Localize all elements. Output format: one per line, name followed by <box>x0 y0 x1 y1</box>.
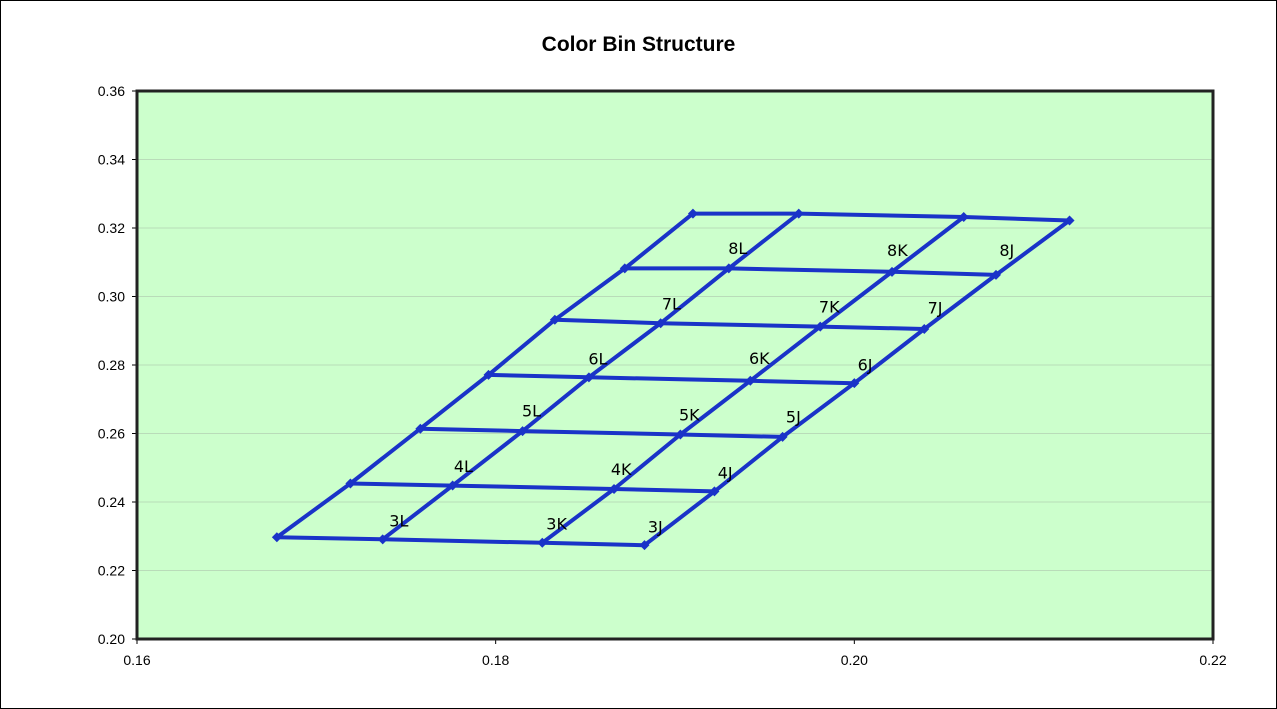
y-tick-label: 0.36 <box>98 83 125 99</box>
x-tick-label: 0.22 <box>1199 652 1226 668</box>
vertex-marker <box>991 269 1002 280</box>
plot-border <box>135 89 1215 641</box>
vertex-marker <box>483 369 494 380</box>
vertex-marker <box>345 478 356 489</box>
vertex-marker <box>415 423 426 434</box>
vertex-marker <box>655 318 666 329</box>
vertex-marker <box>619 263 630 274</box>
vertex-marker <box>919 324 930 335</box>
x-tick-label: 0.16 <box>123 652 150 668</box>
vertex-marker <box>1064 215 1075 226</box>
y-tick-label: 0.34 <box>98 152 125 168</box>
bin-label: 8K <box>887 241 908 260</box>
vertex-marker <box>675 429 686 440</box>
bin-label: 8J <box>999 241 1014 260</box>
vertex-marker <box>639 540 650 551</box>
vertex-marker <box>549 314 560 325</box>
bin-label: 4L <box>454 457 473 476</box>
bin-label: 5L <box>522 402 541 421</box>
bin-label: 7K <box>819 297 840 316</box>
bin-label: 3J <box>648 517 663 536</box>
bin-label: 6L <box>588 349 607 368</box>
bin-boundary-row <box>692 211 1070 223</box>
bin-boundary-row <box>276 535 645 548</box>
y-tick-label: 0.28 <box>98 357 125 373</box>
bin-label: 3L <box>389 511 408 530</box>
bin-label: 5J <box>786 408 801 427</box>
bin-label: 7J <box>928 298 943 317</box>
vertex-marker <box>793 208 804 219</box>
vertex-marker <box>723 263 734 274</box>
bin-boundary-row <box>488 372 855 386</box>
x-tick-label: 0.20 <box>841 652 868 668</box>
vertex-marker <box>377 534 388 545</box>
vertex-marker <box>777 431 788 442</box>
vertex-marker <box>583 372 594 383</box>
vertex-marker <box>745 375 756 386</box>
bin-boundary-row <box>350 481 715 494</box>
y-tick-label: 0.22 <box>98 563 125 579</box>
vertex-marker <box>687 208 698 219</box>
vertex-marker <box>609 483 620 494</box>
vertex-marker <box>447 480 458 491</box>
vertex-marker <box>517 426 528 437</box>
vertex-marker <box>849 378 860 389</box>
bin-label: 8L <box>728 239 747 258</box>
bin-label: 4K <box>611 460 632 479</box>
y-tick-label: 0.20 <box>98 631 125 647</box>
bin-label: 6J <box>858 356 873 375</box>
bin-boundary-row <box>624 266 997 277</box>
y-tick-label: 0.30 <box>98 289 125 305</box>
vertex-marker <box>815 321 826 332</box>
y-tick-label: 0.24 <box>98 494 125 510</box>
bin-label: 5K <box>679 406 700 425</box>
x-tick-label: 0.18 <box>482 652 509 668</box>
bin-boundary-row <box>554 317 925 331</box>
bin-boundary-row <box>420 426 783 439</box>
bin-label: 4J <box>718 464 733 483</box>
bin-label: 7L <box>662 295 681 314</box>
vertex-marker <box>537 537 548 548</box>
vertex-marker <box>958 212 969 223</box>
bin-label: 3K <box>546 515 567 534</box>
vertex-marker <box>709 486 720 497</box>
y-tick-label: 0.26 <box>98 426 125 442</box>
bin-label: 6K <box>749 349 770 368</box>
vertex-marker <box>271 532 282 543</box>
y-tick-label: 0.32 <box>98 220 125 236</box>
chart-title: Color Bin Structure <box>541 33 736 56</box>
vertex-marker <box>886 266 897 277</box>
